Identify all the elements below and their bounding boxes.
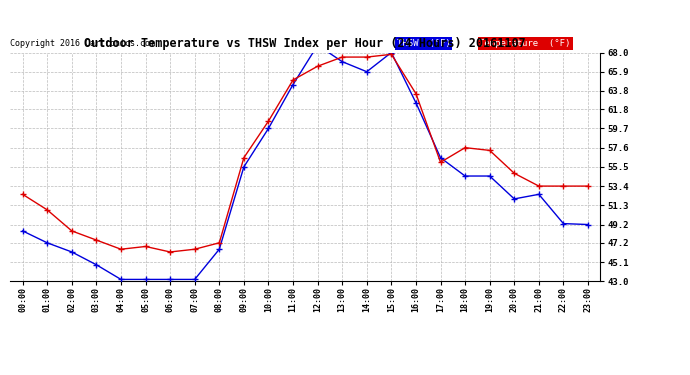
Title: Outdoor Temperature vs THSW Index per Hour (24 Hours) 20161107: Outdoor Temperature vs THSW Index per Ho…: [84, 37, 526, 50]
Text: Copyright 2016 Cartronics.com: Copyright 2016 Cartronics.com: [10, 39, 155, 48]
Text: Temperature  (°F): Temperature (°F): [480, 39, 571, 48]
Text: THSW  (°F): THSW (°F): [397, 39, 451, 48]
